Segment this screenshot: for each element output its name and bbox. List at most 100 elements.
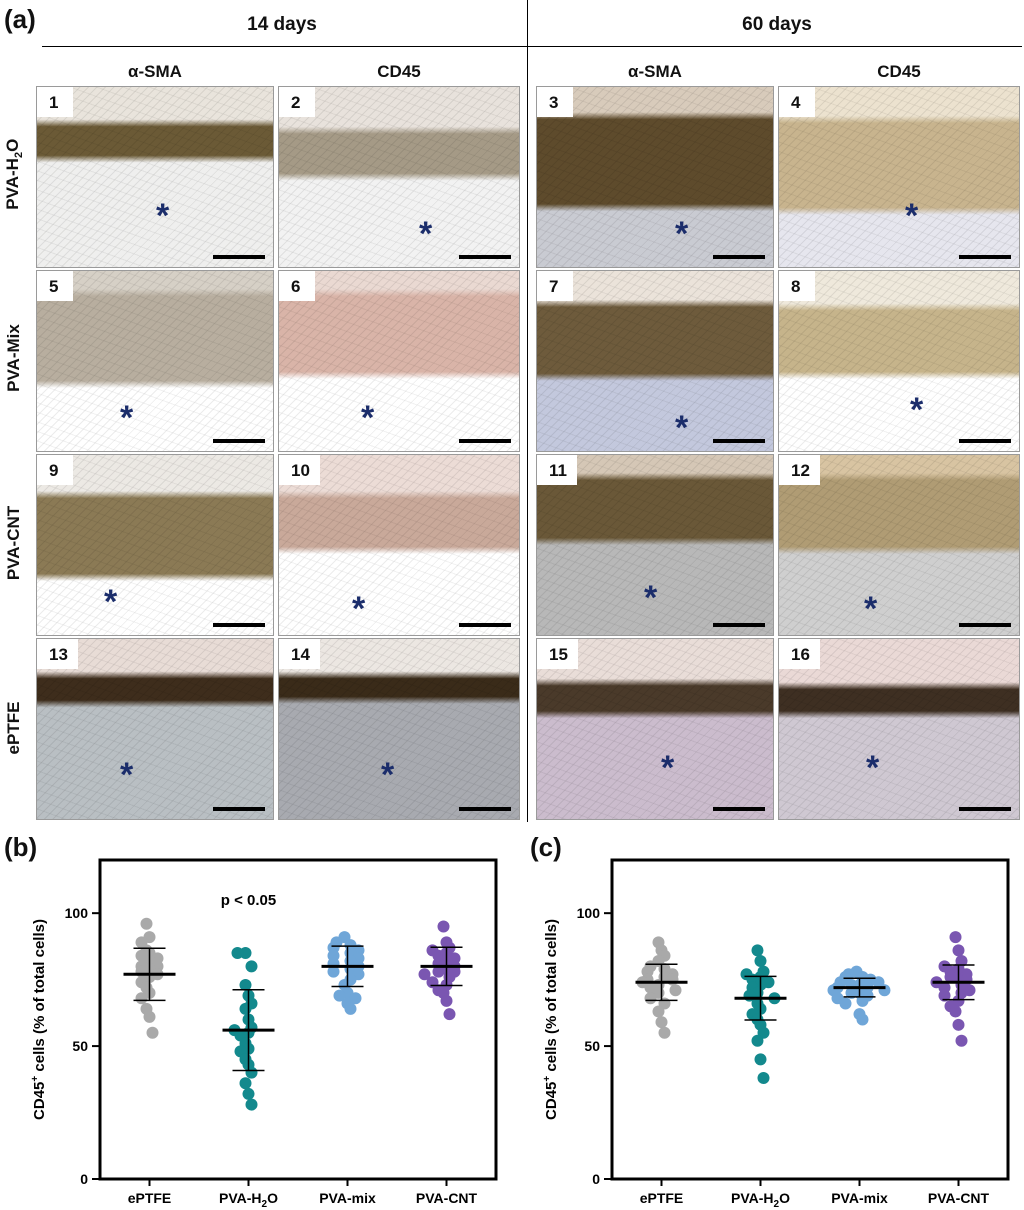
data-point <box>440 994 453 1007</box>
y-tick-label: 50 <box>72 1038 88 1054</box>
data-point <box>839 997 852 1010</box>
tile-number: 14 <box>279 639 320 669</box>
scale-bar <box>213 439 265 443</box>
data-point <box>140 917 153 930</box>
data-point <box>143 1010 156 1023</box>
lumen-asterisk: * <box>352 590 366 628</box>
lumen-asterisk: * <box>419 215 433 253</box>
plot-frame <box>610 858 1010 1181</box>
lumen-asterisk: * <box>104 583 118 621</box>
lumen-asterisk: * <box>910 391 924 429</box>
data-point <box>952 944 965 957</box>
panel-b-letter: (b) <box>4 832 38 862</box>
lumen-asterisk: * <box>156 197 170 235</box>
tissue-texture <box>37 455 273 635</box>
scale-bar <box>713 439 765 443</box>
scale-bar <box>959 623 1011 627</box>
data-point <box>751 944 764 957</box>
significance-annotation: p < 0.05 <box>221 892 276 909</box>
micrograph-tile: 7 * <box>536 270 774 452</box>
lumen-asterisk: * <box>675 409 689 447</box>
data-point <box>878 984 891 997</box>
micrograph-tile: 13 * <box>36 638 274 820</box>
data-point <box>239 978 252 991</box>
tile-number: 6 <box>279 271 315 301</box>
tissue-texture <box>537 271 773 451</box>
y-tick-label: 50 <box>584 1038 600 1054</box>
micrograph-tile: 8 * <box>778 270 1020 452</box>
tissue-texture <box>779 455 1019 635</box>
data-point <box>443 1008 456 1021</box>
y-tick-label: 100 <box>65 905 89 921</box>
micrograph-tile: 14 * <box>278 638 520 820</box>
row-label-eptfe: ePTFE <box>4 701 23 755</box>
micrograph-tile: 6 * <box>278 270 520 452</box>
plot-frame <box>98 858 498 1181</box>
micrograph-tile: 4 * <box>778 86 1020 268</box>
data-point <box>938 989 951 1002</box>
data-point <box>239 1002 252 1015</box>
tile-number: 11 <box>537 455 577 485</box>
column-title-cd45-14: CD45 <box>377 62 421 81</box>
tile-number: 5 <box>37 271 73 301</box>
micrograph-tile: 15 * <box>536 638 774 820</box>
scale-bar <box>713 807 765 811</box>
row-label-pva-mix: PVA-Mix <box>4 324 23 392</box>
data-point <box>952 1018 965 1031</box>
x-tick-label: PVA-CNT <box>928 1190 990 1206</box>
x-tick-label: PVA-CNT <box>416 1190 478 1206</box>
data-point <box>751 1034 764 1047</box>
lumen-asterisk: * <box>675 215 689 253</box>
x-tick-label: PVA-mix <box>319 1190 376 1206</box>
micrograph-tile: 10 * <box>278 454 520 636</box>
tissue-texture <box>37 639 273 819</box>
tile-number: 16 <box>779 639 820 669</box>
micrograph-tile: 1 * <box>36 86 274 268</box>
scale-bar <box>959 439 1011 443</box>
lumen-asterisk: * <box>120 399 134 437</box>
scale-bar <box>459 439 511 443</box>
lumen-asterisk: * <box>381 756 395 794</box>
tissue-texture <box>779 271 1019 451</box>
tissue-texture <box>37 271 273 451</box>
scale-bar <box>959 807 1011 811</box>
data-point <box>418 968 431 981</box>
y-tick-label: 100 <box>577 905 601 921</box>
lumen-asterisk: * <box>361 399 375 437</box>
tile-number: 3 <box>537 87 573 117</box>
data-point <box>955 1034 968 1047</box>
scale-bar <box>459 807 511 811</box>
data-point <box>757 1071 770 1084</box>
data-point <box>437 920 450 933</box>
y-axis-label: CD45+ cells (% of total cells) <box>30 919 48 1120</box>
data-point <box>856 994 869 1007</box>
micrograph-tile: 12 * <box>778 454 1020 636</box>
data-point <box>327 965 340 978</box>
column-title-alpha-sma-14: α-SMA <box>128 62 182 81</box>
tile-number: 4 <box>779 87 815 117</box>
tile-number: 13 <box>37 639 78 669</box>
scale-bar <box>213 255 265 259</box>
data-point <box>245 1066 258 1079</box>
scale-bar <box>713 623 765 627</box>
data-point <box>242 1087 255 1100</box>
y-tick-label: 0 <box>80 1171 88 1187</box>
scale-bar <box>959 255 1011 259</box>
x-tick-label: PVA-H2O <box>731 1190 790 1210</box>
scatter-chart-b: 0 50 100 CD45+ cells (% of total cells) ePTF… <box>30 858 498 1210</box>
micrograph-tile: 5 * <box>36 270 274 452</box>
tile-number: 2 <box>279 87 315 117</box>
tissue-texture <box>537 639 773 819</box>
tissue-texture <box>779 639 1019 819</box>
x-tick-label: PVA-H2O <box>219 1190 278 1210</box>
lumen-asterisk: * <box>661 749 675 787</box>
micrograph-tile: 16 * <box>778 638 1020 820</box>
data-point <box>432 965 445 978</box>
tile-number: 10 <box>279 455 320 485</box>
data-point <box>845 986 858 999</box>
data-point <box>669 984 682 997</box>
micrograph-tile: 2 * <box>278 86 520 268</box>
data-point <box>146 1026 159 1039</box>
group-title-60-days: 60 days <box>742 14 812 35</box>
lumen-asterisk: * <box>864 590 878 628</box>
